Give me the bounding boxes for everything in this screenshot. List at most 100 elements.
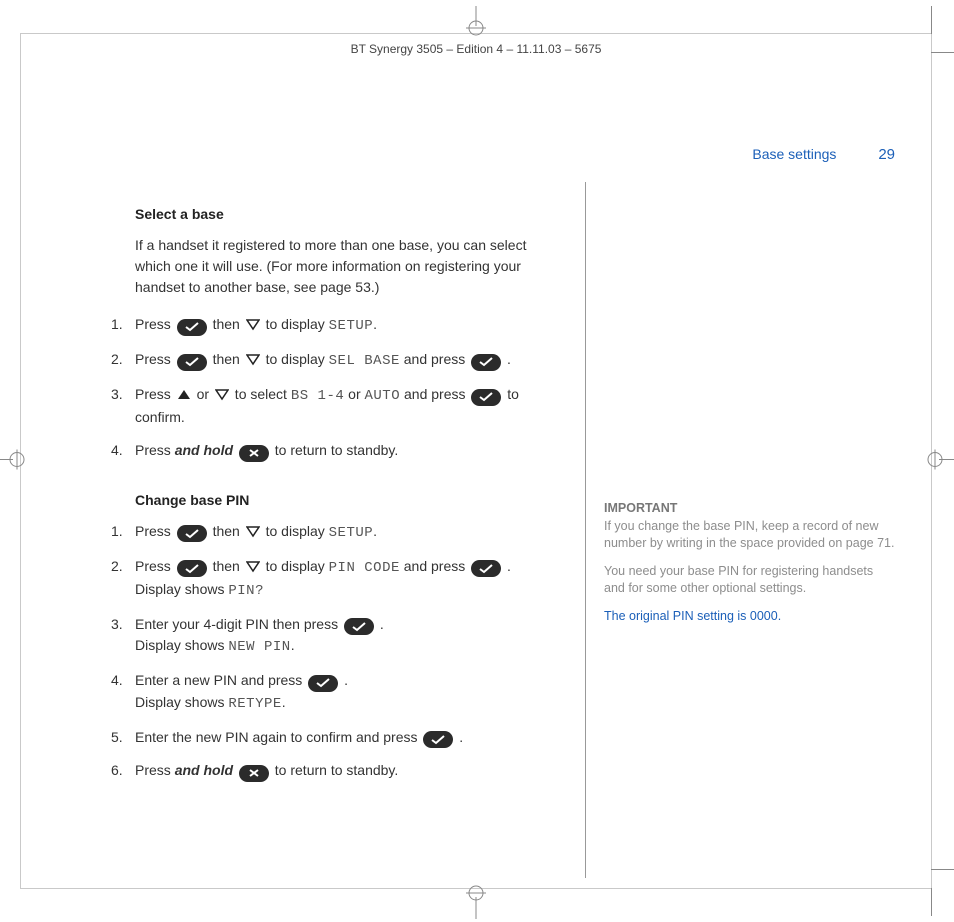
text: . <box>503 558 511 574</box>
text: Display shows <box>135 694 228 710</box>
text: . <box>373 523 377 539</box>
down-arrow-icon <box>245 525 261 539</box>
text: Press <box>135 762 175 778</box>
text: then <box>209 351 244 367</box>
check-button-icon <box>471 389 501 406</box>
crop-corner <box>931 869 954 870</box>
lcd-text: RETYPE <box>228 696 281 712</box>
check-button-icon <box>177 560 207 577</box>
text: to display <box>262 558 329 574</box>
text: Enter your 4-digit PIN then press <box>135 616 342 632</box>
crop-corner <box>931 888 932 916</box>
check-button-icon <box>344 618 374 635</box>
down-arrow-icon <box>245 318 261 332</box>
intro-text: If a handset it registered to more than … <box>135 235 565 298</box>
crop-mark-top <box>456 6 496 39</box>
text: to return to standby. <box>271 442 398 458</box>
lcd-text: SETUP <box>329 525 374 541</box>
emphasis: and hold <box>175 442 233 458</box>
text <box>233 442 237 458</box>
text: Display shows <box>135 637 228 653</box>
step-item: Enter your 4-digit PIN then press . Disp… <box>121 614 565 659</box>
text: or <box>193 386 213 402</box>
document-header: BT Synergy 3505 – Edition 4 – 11.11.03 –… <box>21 42 931 56</box>
content-area: Select a base If a handset it registered… <box>121 182 895 878</box>
text: Press <box>135 386 175 402</box>
crop-mark-right <box>927 440 954 483</box>
text: Press <box>135 351 175 367</box>
lcd-text: BS 1-4 <box>291 388 344 404</box>
crop-mark-bottom <box>456 883 496 922</box>
text: . <box>340 672 348 688</box>
text: . <box>503 351 511 367</box>
check-button-icon <box>471 560 501 577</box>
text: Press <box>135 316 175 332</box>
lcd-text: SEL BASE <box>329 353 400 369</box>
text: to display <box>262 523 329 539</box>
check-button-icon <box>423 731 453 748</box>
text: Display shows <box>135 581 228 597</box>
check-button-icon <box>177 354 207 371</box>
text: Press <box>135 523 175 539</box>
text: and press <box>400 386 469 402</box>
cancel-button-icon <box>239 445 269 462</box>
text: Press <box>135 558 175 574</box>
lcd-text: NEW PIN <box>228 639 290 655</box>
text: . <box>282 694 286 710</box>
step-item: Enter the new PIN again to confirm and p… <box>121 727 565 749</box>
lcd-text: PIN CODE <box>329 560 400 576</box>
sidebar-column: IMPORTANTIf you change the base PIN, kee… <box>586 182 895 878</box>
lcd-text: AUTO <box>365 388 401 404</box>
check-button-icon <box>471 354 501 371</box>
lcd-text: PIN? <box>228 583 264 599</box>
text: and press <box>400 558 469 574</box>
text: Enter a new PIN and press <box>135 672 306 688</box>
crop-mark-left <box>0 440 25 483</box>
step-item: Press then to display SETUP. <box>121 521 565 544</box>
step-item: Press then to display SEL BASE and press… <box>121 349 565 372</box>
check-button-icon <box>177 319 207 336</box>
page-number: 29 <box>878 146 895 163</box>
cancel-button-icon <box>239 765 269 782</box>
text: or <box>344 386 364 402</box>
text: . <box>291 637 295 653</box>
sidebar-text: If you change the base PIN, keep a recor… <box>604 519 894 551</box>
text: . <box>373 316 377 332</box>
page-header: Base settings 29 <box>752 146 895 163</box>
text: then <box>209 316 244 332</box>
steps-list: Press then to display SETUP. Press then … <box>121 314 565 462</box>
text: . <box>376 616 384 632</box>
text: then <box>209 523 244 539</box>
text: to select <box>231 386 291 402</box>
step-item: 6. Press and hold to return to standby. <box>121 760 565 782</box>
lcd-text: SETUP <box>329 318 374 334</box>
step-item: Press then to display SETUP. <box>121 314 565 337</box>
main-column: Select a base If a handset it registered… <box>121 182 586 878</box>
steps-list: Press then to display SETUP. Press then … <box>121 521 565 749</box>
step-item: Press or to select BS 1-4 or AUTO and pr… <box>121 384 565 428</box>
heading: Change base PIN <box>135 490 565 511</box>
crop-corner <box>931 52 954 53</box>
text: Press <box>135 442 175 458</box>
crop-corner <box>931 6 932 34</box>
text: to display <box>262 351 329 367</box>
text: to display <box>262 316 329 332</box>
sidebar-note: IMPORTANTIf you change the base PIN, kee… <box>604 500 895 553</box>
step-item: Press then to display PIN CODE and press… <box>121 556 565 602</box>
text: Enter the new PIN again to confirm and p… <box>135 729 421 745</box>
up-arrow-icon <box>176 388 192 402</box>
check-button-icon <box>177 525 207 542</box>
down-arrow-icon <box>214 388 230 402</box>
heading: Select a base <box>135 204 565 225</box>
step-item: Enter a new PIN and press . Display show… <box>121 670 565 715</box>
page-frame: BT Synergy 3505 – Edition 4 – 11.11.03 –… <box>20 33 932 889</box>
check-button-icon <box>308 675 338 692</box>
change-pin-section: Change base PIN Press then to display SE… <box>121 490 565 782</box>
sidebar-text: You need your base PIN for registering h… <box>604 563 895 598</box>
down-arrow-icon <box>245 353 261 367</box>
text <box>233 762 237 778</box>
text: . <box>455 729 463 745</box>
emphasis: and hold <box>175 762 233 778</box>
section-name: Base settings <box>752 146 836 162</box>
step-number: 6. <box>111 760 123 781</box>
